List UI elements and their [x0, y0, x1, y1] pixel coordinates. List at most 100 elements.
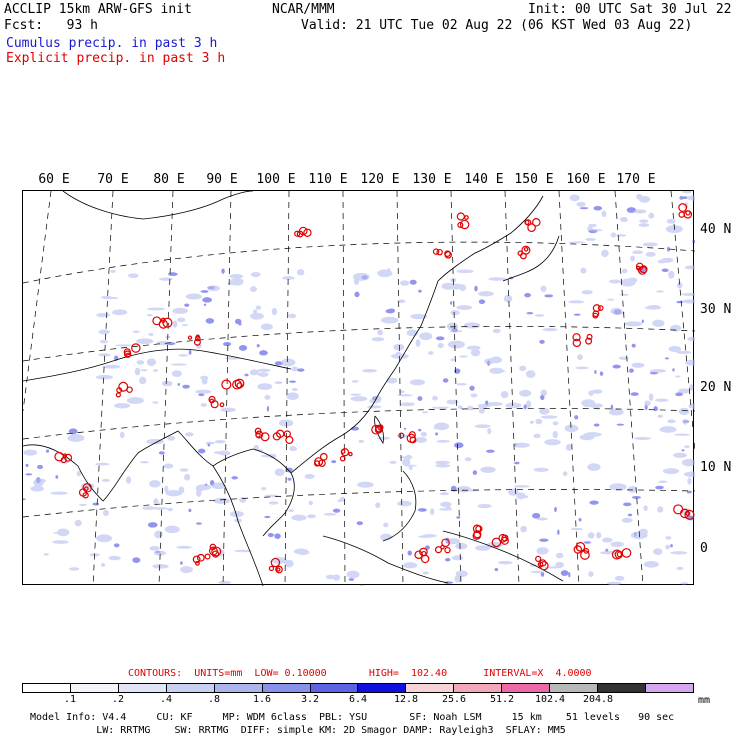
cumulus-precip-patch — [403, 427, 407, 430]
light-precip-patch — [249, 286, 258, 292]
light-precip-patch — [540, 389, 547, 397]
light-precip-patch — [68, 567, 80, 571]
light-precip-patch — [434, 460, 450, 465]
light-precip-patch — [278, 419, 294, 427]
light-precip-patch — [575, 366, 589, 370]
longitude-label: 130 E — [412, 172, 452, 187]
cumulus-precip-patch — [147, 522, 158, 528]
explicit-precip-contour — [221, 379, 232, 390]
light-precip-patch — [147, 307, 165, 311]
light-precip-patch — [257, 383, 273, 390]
cumulus-precip-patch — [594, 370, 597, 374]
light-precip-patch — [486, 541, 503, 549]
colorbar-swatch — [214, 684, 263, 692]
light-precip-patch — [98, 329, 110, 335]
light-precip-patch — [213, 451, 228, 455]
colorbar — [22, 683, 694, 693]
light-precip-patch — [67, 434, 85, 442]
light-precip-patch — [665, 544, 671, 550]
light-precip-patch — [608, 279, 621, 284]
explicit-precip-contour — [537, 561, 544, 568]
explicit-precip-contour — [255, 432, 261, 438]
colorbar-label: 51.2 — [489, 694, 515, 705]
explicit-precip-contour — [208, 546, 218, 556]
light-precip-patch — [552, 421, 559, 426]
explicit-precip-contour — [523, 247, 529, 252]
explicit-precip-contour — [64, 453, 73, 462]
cumulus-precip-patch — [20, 498, 26, 501]
light-precip-patch — [621, 268, 628, 274]
explicit-precip-contour — [421, 550, 427, 557]
cumulus-precip-patch — [238, 322, 242, 326]
cumulus-precip-patch — [454, 442, 464, 449]
cumulus-precip-patch — [205, 318, 215, 324]
light-precip-patch — [205, 441, 216, 445]
explicit-precip-contour — [408, 431, 416, 439]
light-precip-patch — [520, 525, 528, 533]
explicit-precip-contour — [275, 565, 283, 574]
colorbar-swatch — [645, 684, 693, 692]
light-precip-patch — [386, 377, 398, 384]
cumulus-precip-patch — [539, 339, 545, 344]
light-precip-patch — [670, 324, 682, 332]
light-precip-patch — [371, 337, 385, 342]
light-precip-patch — [325, 574, 335, 580]
forecast-hour: Fcst: 93 h — [4, 18, 98, 33]
light-precip-patch — [52, 540, 69, 544]
explicit-precip-contour — [580, 550, 590, 560]
light-precip-patch — [172, 307, 188, 314]
cumulus-precip-patch — [188, 349, 192, 355]
light-precip-patch — [616, 234, 627, 237]
light-precip-patch — [591, 389, 603, 394]
explicit-precip-contour — [524, 219, 530, 225]
light-precip-patch — [149, 480, 161, 488]
latitude-label: 20 N — [700, 380, 732, 395]
latitude-label: 0 — [700, 541, 708, 556]
light-precip-patch — [624, 321, 643, 327]
cumulus-precip-patch — [676, 300, 684, 304]
light-precip-patch — [23, 449, 38, 456]
cumulus-precip-patch — [675, 392, 683, 397]
longitude-label: 150 E — [514, 172, 554, 187]
light-precip-patch — [440, 501, 452, 507]
light-precip-patch — [675, 375, 681, 378]
light-precip-patch — [99, 339, 109, 344]
light-precip-patch — [434, 422, 450, 431]
light-precip-patch — [358, 439, 365, 443]
light-precip-patch — [280, 358, 296, 367]
light-precip-patch — [644, 400, 651, 407]
light-precip-patch — [447, 283, 465, 290]
longitude-label: 110 E — [308, 172, 348, 187]
organization-label: NCAR/MMM — [272, 2, 335, 17]
light-precip-patch — [213, 497, 230, 504]
light-precip-patch — [261, 487, 267, 491]
light-precip-patch — [655, 398, 669, 402]
light-precip-patch — [631, 362, 645, 368]
light-precip-patch — [633, 437, 652, 440]
light-precip-patch — [403, 562, 418, 569]
explicit-precip-contour — [432, 248, 440, 255]
light-precip-patch — [639, 219, 649, 223]
light-precip-patch — [381, 316, 399, 324]
cumulus-precip-patch — [231, 476, 238, 480]
explicit-precip-contour — [125, 352, 131, 358]
light-precip-patch — [544, 439, 561, 446]
explicit-precip-contour — [539, 559, 547, 567]
light-precip-patch — [653, 548, 663, 555]
cumulus-precip-patch — [540, 571, 545, 577]
light-precip-patch — [643, 561, 659, 568]
cumulus-precip-patch — [629, 368, 634, 373]
cumulus-precip-patch — [661, 268, 669, 273]
light-precip-patch — [419, 332, 433, 341]
longitude-label: 160 E — [566, 172, 606, 187]
longitude-label: 60 E — [38, 172, 70, 187]
cumulus-precip-patch — [667, 246, 670, 252]
light-precip-patch — [30, 485, 45, 492]
colorbar-swatch — [358, 684, 407, 692]
light-precip-patch — [686, 195, 702, 201]
explicit-precip-contour — [639, 265, 648, 274]
colorbar-label: .8 — [207, 694, 221, 705]
explicit-precip-contour — [219, 402, 225, 408]
light-precip-patch — [534, 314, 545, 317]
cumulus-precip-patch — [222, 342, 232, 347]
